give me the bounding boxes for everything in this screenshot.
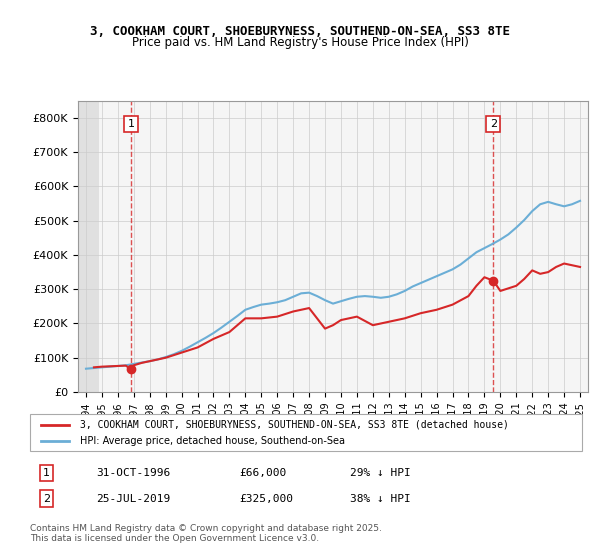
Text: £325,000: £325,000 — [240, 494, 294, 504]
Text: Contains HM Land Registry data © Crown copyright and database right 2025.
This d: Contains HM Land Registry data © Crown c… — [30, 524, 382, 543]
FancyBboxPatch shape — [30, 414, 582, 451]
Text: 2: 2 — [490, 119, 497, 129]
Text: 31-OCT-1996: 31-OCT-1996 — [96, 468, 170, 478]
Text: 3, COOKHAM COURT, SHOEBURYNESS, SOUTHEND-ON-SEA, SS3 8TE (detached house): 3, COOKHAM COURT, SHOEBURYNESS, SOUTHEND… — [80, 419, 509, 430]
Text: 1: 1 — [128, 119, 134, 129]
Text: 3, COOKHAM COURT, SHOEBURYNESS, SOUTHEND-ON-SEA, SS3 8TE: 3, COOKHAM COURT, SHOEBURYNESS, SOUTHEND… — [90, 25, 510, 38]
Text: £66,000: £66,000 — [240, 468, 287, 478]
Text: 29% ↓ HPI: 29% ↓ HPI — [350, 468, 411, 478]
Bar — [78, 101, 99, 392]
Text: 25-JUL-2019: 25-JUL-2019 — [96, 494, 170, 504]
Text: 1: 1 — [43, 468, 50, 478]
Text: HPI: Average price, detached house, Southend-on-Sea: HPI: Average price, detached house, Sout… — [80, 436, 344, 446]
Text: Price paid vs. HM Land Registry's House Price Index (HPI): Price paid vs. HM Land Registry's House … — [131, 36, 469, 49]
Text: 38% ↓ HPI: 38% ↓ HPI — [350, 494, 411, 504]
Text: 2: 2 — [43, 494, 50, 504]
